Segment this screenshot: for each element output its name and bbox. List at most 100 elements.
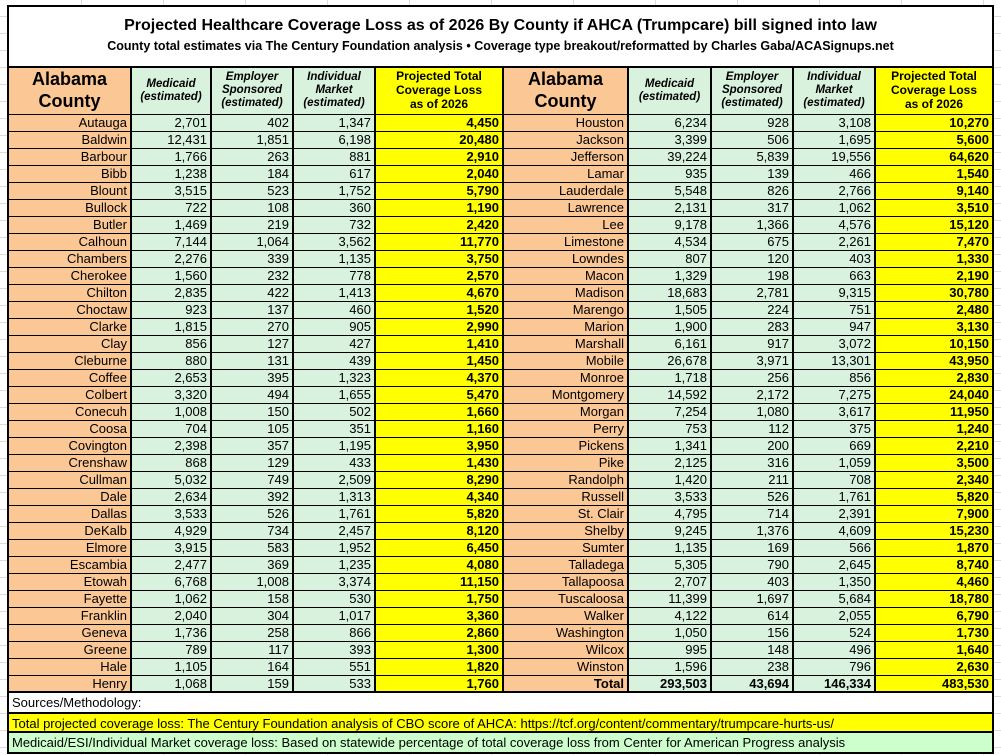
individual-cell: 905 [292, 317, 376, 336]
individual-cell: 2,645 [792, 555, 876, 574]
employer-cell: 494 [210, 385, 294, 404]
total-cell: 4,080 [374, 555, 504, 574]
individual-cell: 403 [792, 249, 876, 268]
county-cell: Pickens [502, 436, 629, 455]
total-cell: 7,900 [874, 504, 994, 523]
total-cell: 2,860 [374, 623, 504, 642]
total-cell: 1,760 [374, 674, 504, 693]
table-row: Chambers 2,276 339 1,135 3,750 Lowndes 807 120 4… [7, 249, 994, 268]
medicaid-cell: 3,399 [627, 130, 712, 149]
county-cell: Chilton [7, 283, 132, 302]
col-header-individual-left: Individual Market (estimated) [292, 66, 376, 115]
employer-cell: 164 [210, 657, 294, 676]
medicaid-cell: 3,533 [627, 487, 712, 506]
total-cell: 1,410 [374, 334, 504, 353]
total-cell: 2,630 [874, 657, 994, 676]
coverage-loss-table: Alabama County Medicaid (estimated) Empl… [7, 66, 994, 693]
title-box: Projected Healthcare Coverage Loss as of… [7, 5, 994, 68]
individual-cell: 1,347 [292, 113, 376, 132]
individual-cell: 566 [792, 538, 876, 557]
county-cell: Washington [502, 623, 629, 642]
employer-cell: 156 [710, 623, 794, 642]
employer-cell: 2,781 [710, 283, 794, 302]
medicaid-cell: 1,050 [627, 623, 712, 642]
total-cell: 5,820 [874, 487, 994, 506]
medicaid-cell: 1,341 [627, 436, 712, 455]
total-cell: 4,670 [374, 283, 504, 302]
total-cell: 2,480 [874, 300, 994, 319]
table-row: Fayette 1,062 158 530 1,750 Tuscaloosa 11,399 1… [7, 589, 994, 608]
county-cell: Shelby [502, 521, 629, 540]
county-cell: Elmore [7, 538, 132, 557]
total-cell: 4,340 [374, 487, 504, 506]
county-cell: Butler [7, 215, 132, 234]
employer-cell: 369 [210, 555, 294, 574]
individual-cell: 393 [292, 640, 376, 659]
medicaid-cell: 1,008 [130, 402, 212, 421]
employer-cell: 3,971 [710, 351, 794, 370]
medicaid-cell: 1,238 [130, 164, 212, 183]
county-cell: St. Clair [502, 504, 629, 523]
medicaid-cell: 2,040 [130, 606, 212, 625]
medicaid-cell: 753 [627, 419, 712, 438]
county-cell: Lee [502, 215, 629, 234]
employer-cell: 614 [710, 606, 794, 625]
medicaid-cell: 722 [130, 198, 212, 217]
employer-cell: 1,080 [710, 402, 794, 421]
medicaid-cell: 293,503 [627, 674, 712, 693]
county-cell: Hale [7, 657, 132, 676]
medicaid-cell: 704 [130, 419, 212, 438]
county-cell: Marengo [502, 300, 629, 319]
county-cell: Limestone [502, 232, 629, 251]
medicaid-cell: 2,125 [627, 453, 712, 472]
employer-cell: 137 [210, 300, 294, 319]
total-cell: 5,600 [874, 130, 994, 149]
col-header-projected-right: Projected Total Coverage Loss as of 2026 [874, 66, 994, 115]
individual-cell: 2,261 [792, 232, 876, 251]
individual-cell: 3,617 [792, 402, 876, 421]
total-cell: 1,540 [874, 164, 994, 183]
county-cell: Lawrence [502, 198, 629, 217]
total-cell: 7,470 [874, 232, 994, 251]
total-cell: 2,040 [374, 164, 504, 183]
county-cell: Macon [502, 266, 629, 285]
total-cell: 4,370 [374, 368, 504, 387]
employer-cell: 224 [710, 300, 794, 319]
total-cell: 5,470 [374, 385, 504, 404]
employer-cell: 270 [210, 317, 294, 336]
page-subtitle: County total estimates via The Century F… [107, 39, 894, 53]
county-cell: Chambers [7, 249, 132, 268]
total-cell: 1,190 [374, 198, 504, 217]
individual-cell: 4,576 [792, 215, 876, 234]
individual-cell: 439 [292, 351, 376, 370]
medicaid-cell: 4,122 [627, 606, 712, 625]
medicaid-cell: 807 [627, 249, 712, 268]
individual-cell: 2,766 [792, 181, 876, 200]
employer-cell: 734 [210, 521, 294, 540]
total-cell: 10,150 [874, 334, 994, 353]
employer-cell: 117 [210, 640, 294, 659]
individual-cell: 19,556 [792, 147, 876, 166]
table-row: Cleburne 880 131 439 1,450 Mobile 26,678 3,971 1… [7, 351, 994, 370]
employer-cell: 714 [710, 504, 794, 523]
employer-cell: 150 [210, 402, 294, 421]
total-cell: 30,780 [874, 283, 994, 302]
total-cell: 43,950 [874, 351, 994, 370]
individual-cell: 1,761 [292, 504, 376, 523]
medicaid-cell: 26,678 [627, 351, 712, 370]
county-cell: Coffee [7, 368, 132, 387]
total-cell: 2,570 [374, 266, 504, 285]
individual-cell: 1,059 [792, 453, 876, 472]
county-cell: Lamar [502, 164, 629, 183]
employer-cell: 316 [710, 453, 794, 472]
total-cell: 5,790 [374, 181, 504, 200]
medicaid-cell: 18,683 [627, 283, 712, 302]
individual-cell: 1,952 [292, 538, 376, 557]
total-cell: 1,640 [874, 640, 994, 659]
individual-cell: 530 [292, 589, 376, 608]
county-cell: Jackson [502, 130, 629, 149]
individual-cell: 1,235 [292, 555, 376, 574]
employer-cell: 1,376 [710, 521, 794, 540]
medicaid-cell: 6,234 [627, 113, 712, 132]
medicaid-cell: 2,835 [130, 283, 212, 302]
